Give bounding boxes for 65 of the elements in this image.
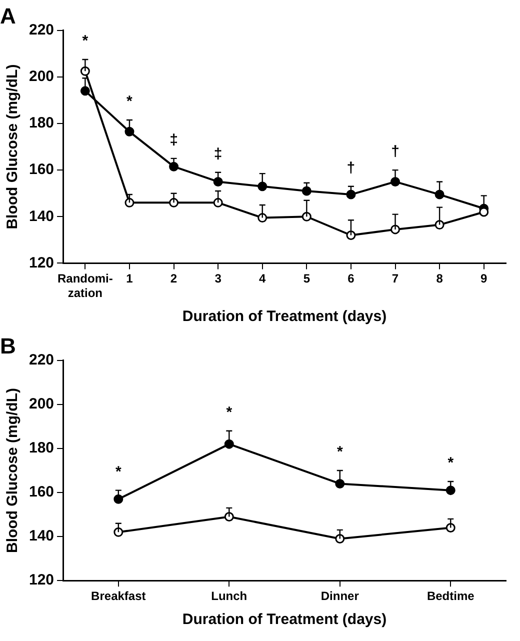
annotation: †: [391, 143, 400, 160]
point: [446, 523, 456, 532]
chart-title: A: [0, 3, 16, 28]
annotation: *: [115, 463, 122, 480]
x-tick-label: 9: [480, 272, 488, 286]
y-tick-label: 120: [28, 572, 54, 589]
y-tick-label: 160: [28, 484, 54, 501]
x-tick-label: Lunch: [211, 589, 248, 604]
y-tick-label: 160: [28, 161, 54, 178]
x-axis-title: Duration of Treatment (days): [182, 611, 387, 628]
point: [224, 439, 234, 449]
annotation: *: [448, 454, 454, 472]
y-tick-label: 180: [28, 114, 54, 132]
point: [258, 182, 268, 192]
y-tick-label: 220: [28, 352, 54, 369]
point: [213, 198, 223, 208]
x-tick-label: Breakfast: [91, 589, 146, 604]
point: [390, 176, 400, 186]
y-tick-label: 120: [28, 254, 54, 272]
y-axis-title: Blood Glucose (mg/dL): [4, 64, 22, 230]
x-tick-label: 7: [392, 272, 399, 286]
x-tick-label: 2: [170, 272, 178, 286]
annotation: *: [226, 404, 232, 422]
y-tick-label: 140: [28, 208, 54, 225]
annotation: ‡: [170, 132, 178, 149]
point: [434, 190, 444, 200]
point: [302, 186, 312, 196]
y-axis-title: Blood Glucose (mg/dL): [4, 388, 22, 553]
y-tick-label: 220: [28, 22, 54, 39]
point: [169, 162, 179, 172]
x-axis-title: Duration of Treatment (days): [182, 308, 387, 326]
point: [335, 534, 345, 544]
point: [434, 220, 444, 230]
point: [258, 213, 268, 223]
point: [124, 126, 134, 136]
annotation: *: [82, 32, 88, 50]
point: [335, 478, 345, 488]
point: [213, 176, 223, 186]
x-tick-label: 4: [259, 272, 266, 286]
x-tick-label: 8: [436, 272, 444, 286]
annotation: ‡: [214, 146, 222, 163]
x-tick-label: 1: [126, 272, 134, 286]
x-tick-label: 6: [348, 272, 355, 286]
annotation: *: [336, 444, 343, 461]
annotation: †: [346, 160, 356, 177]
point: [114, 494, 124, 504]
point: [124, 198, 134, 208]
y-tick-label: 200: [28, 68, 54, 86]
y-tick-label: 180: [28, 440, 54, 457]
point: [224, 512, 234, 522]
point: [446, 486, 456, 496]
point: [80, 86, 90, 96]
y-tick-label: 140: [28, 528, 54, 545]
point: [346, 190, 356, 200]
point: [346, 230, 356, 240]
y-tick-label: 200: [28, 396, 54, 413]
x-tick-label: Randomi- zation: [58, 272, 113, 300]
point: [114, 527, 124, 537]
x-tick-label: Dinner: [320, 589, 360, 604]
annotation: *: [126, 93, 133, 110]
x-tick-label: 5: [303, 272, 310, 286]
point: [479, 207, 489, 217]
chart-title: B: [0, 333, 16, 358]
x-tick-label: 3: [214, 272, 222, 286]
x-tick-label: Bedtime: [426, 589, 475, 604]
